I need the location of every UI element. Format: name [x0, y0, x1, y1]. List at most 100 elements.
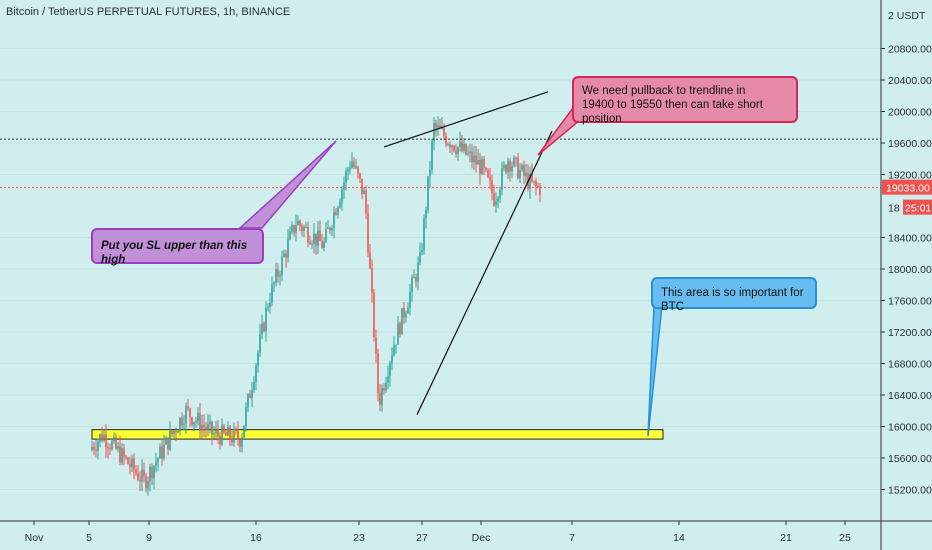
candle-body [141, 469, 143, 482]
candle-body [137, 473, 139, 480]
candle-body [305, 227, 307, 229]
x-tick-label: 27 [416, 532, 428, 544]
y-tick-label: 18000.00 [888, 264, 932, 276]
candle-body [331, 228, 333, 231]
candle-body [439, 125, 441, 129]
candle-body [329, 227, 331, 231]
candle-body [103, 434, 105, 441]
candle-body [447, 144, 449, 146]
candle-body [361, 178, 363, 194]
trendline-callout-text-line1: We need pullback to trendline in [582, 85, 746, 97]
candle-body [315, 233, 317, 246]
candle-body [145, 476, 147, 489]
candle-body [269, 302, 271, 308]
candle-body [303, 227, 305, 231]
candle-body [405, 313, 407, 318]
support-callout-text: This area is so important for BTC [661, 287, 804, 313]
candle-body [475, 155, 477, 165]
candle-body [263, 323, 265, 331]
candle-body [267, 307, 269, 309]
candle-body [377, 353, 379, 393]
trendline-callout[interactable]: We need pullback to trendline in 19400 t… [572, 76, 798, 125]
candle-body [171, 430, 173, 435]
candle-body [285, 253, 287, 258]
candle-body [403, 308, 405, 318]
last-price-label: 19033.00 [886, 183, 930, 195]
candle-body [351, 161, 353, 168]
candle-body [495, 201, 497, 206]
candle-body [389, 363, 391, 377]
candle-body [529, 173, 531, 189]
candle-body [337, 207, 339, 215]
candle-body [97, 441, 99, 451]
candle-body [211, 421, 213, 435]
candle-body [431, 141, 433, 170]
candle-body [473, 155, 475, 163]
support-callout[interactable]: This area is so important for BTC [651, 277, 817, 313]
candle-body [183, 423, 185, 425]
candle-body [93, 446, 95, 450]
candle-body [317, 230, 319, 246]
x-tick-label: Nov [25, 532, 44, 544]
x-tick-label: 9 [146, 532, 152, 544]
candle-body [333, 212, 335, 229]
y-tick-label: 19600.00 [888, 138, 932, 150]
x-tick-label: 23 [353, 532, 365, 544]
candle-body [465, 143, 467, 155]
wedge-upper-trendline [383, 91, 549, 148]
candle-body [391, 355, 393, 364]
candle-body [117, 446, 119, 449]
candle-body [525, 172, 527, 176]
candle-body [413, 277, 415, 279]
candle-body [511, 165, 513, 172]
candle-body [189, 408, 191, 418]
candle-body [379, 392, 381, 405]
candle-body [191, 417, 193, 425]
x-tick-label: 7 [569, 532, 575, 544]
candle-body [179, 417, 181, 432]
candle-body [217, 429, 219, 437]
candle-body [481, 159, 483, 175]
candle-body [437, 125, 439, 128]
candle-body [259, 334, 261, 353]
candle-body [517, 157, 519, 179]
candle-body [355, 166, 357, 168]
candle-body [387, 376, 389, 383]
candle-body [147, 480, 149, 489]
candle-body [489, 176, 491, 181]
candle-body [113, 437, 115, 442]
candle-body [133, 458, 135, 471]
stop-loss-callout-text: Put you SL upper than this high [101, 240, 248, 266]
candle-body [513, 157, 515, 166]
candle-body [369, 252, 371, 269]
candle-body [375, 337, 377, 354]
candle-body [407, 307, 409, 314]
candle-body [115, 437, 117, 449]
candle-body [327, 227, 329, 229]
x-tick-label: 5 [86, 532, 92, 544]
candle-body [423, 218, 425, 251]
candle-body [121, 448, 123, 463]
candle-body [109, 448, 111, 450]
candle-body [177, 431, 179, 433]
candle-body [241, 437, 243, 447]
candle-body [381, 388, 383, 405]
candle-body [459, 142, 461, 148]
candle-body [181, 417, 183, 425]
candle-body [135, 470, 137, 474]
candle-body [313, 233, 315, 244]
last-price-tag [882, 179, 932, 195]
candle-body [207, 424, 209, 430]
candle-body [297, 221, 299, 225]
candle-body [383, 388, 385, 391]
candle-body [451, 145, 453, 148]
candle-body [157, 458, 159, 463]
stop-loss-callout[interactable]: Put you SL upper than this high [91, 228, 264, 266]
candle-body [401, 308, 403, 335]
candle-body [199, 413, 201, 431]
candle-body [227, 427, 229, 436]
x-tick-label: 25 [839, 532, 851, 544]
candle-body [233, 428, 235, 443]
